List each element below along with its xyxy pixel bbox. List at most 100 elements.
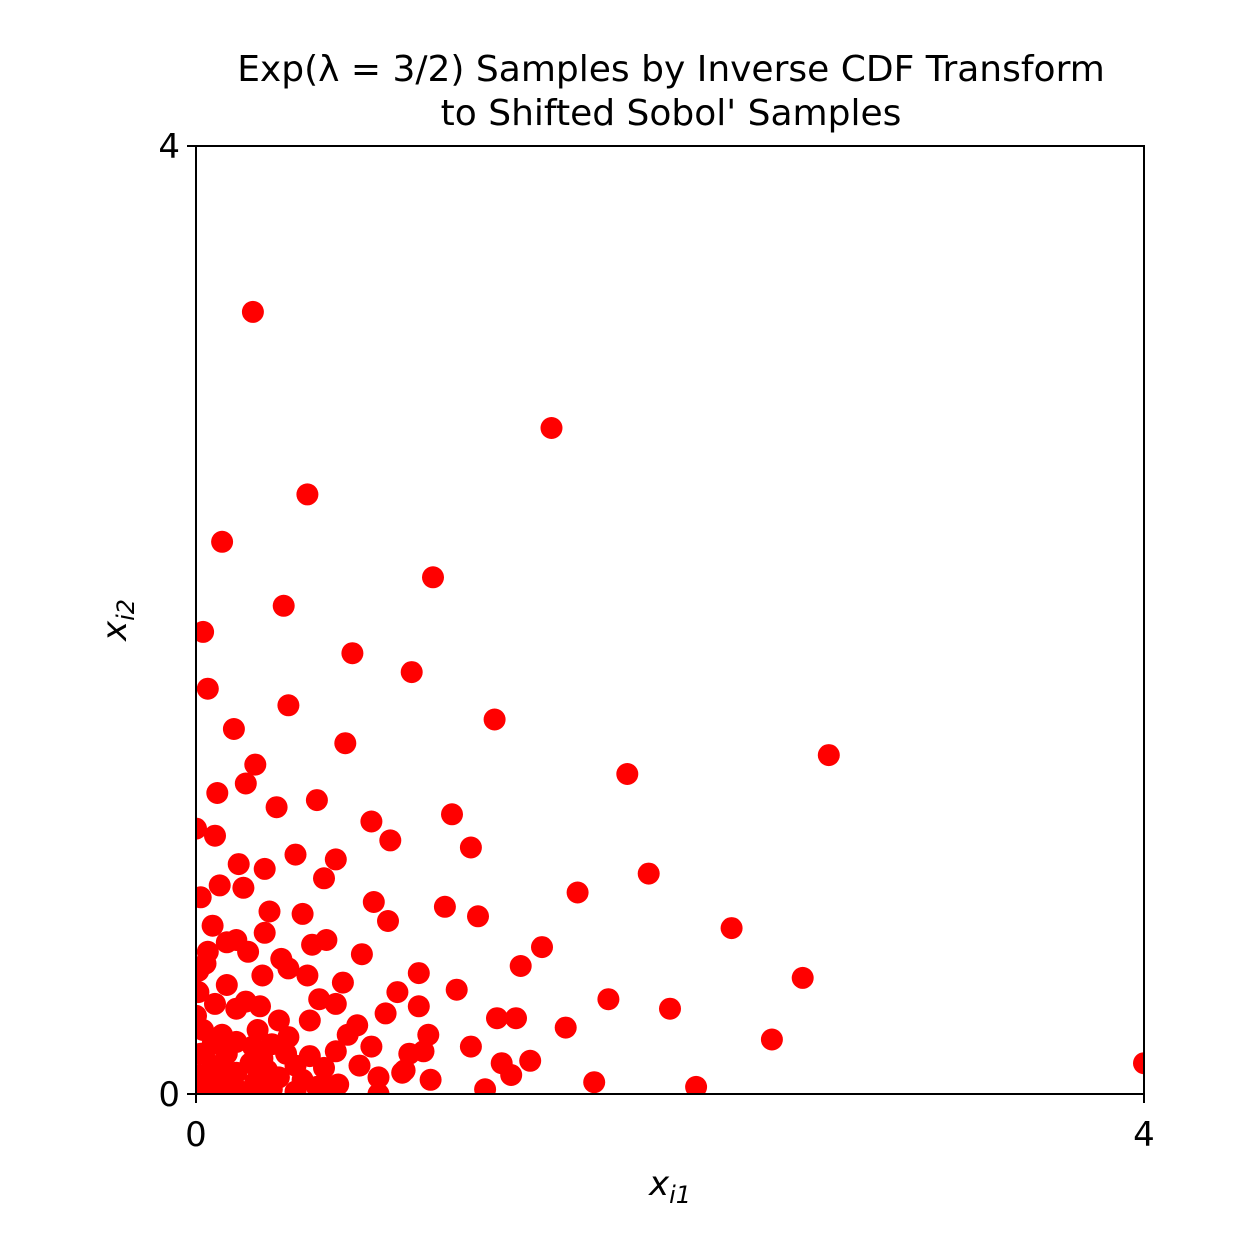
data-point-40	[291, 902, 314, 925]
data-point-107	[412, 1040, 435, 1063]
data-point-52	[350, 943, 373, 966]
data-point-71	[249, 995, 271, 1018]
data-point-133	[685, 1075, 708, 1094]
data-point-34	[232, 876, 255, 899]
data-point-30	[253, 857, 276, 880]
data-point-98	[324, 1040, 347, 1063]
data-point-39	[258, 900, 281, 923]
data-point-83	[374, 1002, 397, 1025]
data-point-35	[637, 862, 660, 885]
data-point-43	[201, 914, 224, 937]
data-point-51	[237, 940, 260, 963]
data-point-138	[367, 1083, 390, 1094]
points-layer	[196, 300, 1144, 1094]
data-point-111	[500, 1064, 523, 1086]
data-point-42	[377, 910, 399, 932]
data-point-25	[379, 829, 402, 852]
ticks-layer: 0 4 0 4	[158, 127, 1154, 1155]
data-point-87	[277, 1026, 300, 1049]
data-point-15	[244, 753, 267, 776]
data-point-81	[298, 1009, 321, 1032]
data-point-48	[315, 929, 338, 951]
data-point-28	[324, 848, 347, 871]
y-axis-label-subscript: i2	[112, 599, 140, 621]
data-point-63	[331, 971, 354, 994]
data-point-57	[196, 959, 210, 982]
data-point-5	[272, 594, 295, 617]
x-tick-label-1: 4	[1133, 1115, 1155, 1155]
plot-frame	[195, 145, 1145, 1095]
data-point-131	[474, 1078, 497, 1094]
data-point-1	[540, 417, 563, 439]
data-point-139	[196, 1080, 215, 1094]
data-point-115	[313, 1056, 335, 1079]
data-point-90	[417, 1023, 440, 1046]
data-point-88	[336, 1023, 359, 1046]
y-tick-label-0: 0	[158, 1075, 180, 1115]
data-point-26	[459, 836, 482, 859]
data-point-44	[253, 921, 276, 944]
data-point-136	[284, 1080, 307, 1094]
data-point-141	[249, 1083, 271, 1094]
data-point-31	[313, 867, 335, 890]
y-axis-label: xi2	[95, 599, 140, 642]
data-point-134	[1133, 1052, 1144, 1075]
chart-title-line2: to Shifted Sobol' Samples	[441, 93, 902, 134]
data-point-9	[196, 677, 219, 700]
data-point-7	[341, 642, 364, 665]
data-point-126	[196, 1064, 210, 1086]
data-point-77	[659, 997, 681, 1020]
data-point-132	[583, 1071, 606, 1094]
data-point-86	[246, 1019, 269, 1041]
data-point-55	[277, 957, 300, 980]
data-point-53	[531, 936, 553, 959]
data-point-2	[296, 483, 319, 506]
data-point-32	[196, 886, 212, 909]
data-point-74	[204, 992, 226, 1015]
data-point-62	[215, 974, 238, 996]
chart-title-line1: Exp(λ = 3/2) Samples by Inverse CDF Tran…	[237, 49, 1105, 90]
data-point-125	[419, 1068, 442, 1091]
data-point-6	[196, 620, 215, 643]
data-point-100	[459, 1035, 482, 1058]
data-point-17	[616, 763, 639, 785]
data-point-8	[400, 661, 423, 684]
data-point-105	[348, 1054, 371, 1077]
data-point-95	[760, 1028, 783, 1051]
data-point-89	[360, 1035, 383, 1058]
data-point-135	[230, 1080, 252, 1094]
data-point-38	[433, 895, 456, 918]
data-point-45	[720, 917, 743, 940]
data-point-37	[362, 891, 385, 913]
y-tick-label-1: 4	[158, 127, 180, 167]
data-point-11	[483, 708, 506, 731]
data-point-137	[317, 1075, 340, 1094]
data-point-58	[407, 962, 430, 985]
data-point-13	[334, 732, 357, 755]
data-point-76	[324, 992, 347, 1015]
data-point-16	[234, 772, 257, 795]
data-point-36	[566, 881, 589, 904]
data-point-67	[791, 966, 814, 989]
data-point-118	[391, 1061, 414, 1084]
data-point-23	[441, 803, 463, 826]
data-point-140	[211, 1083, 234, 1094]
data-point-27	[284, 843, 307, 866]
data-point-68	[597, 988, 620, 1011]
data-point-75	[225, 997, 248, 1020]
data-point-20	[305, 789, 328, 812]
data-point-29	[227, 853, 250, 876]
data-point-59	[509, 955, 532, 977]
data-point-0	[241, 300, 264, 323]
x-tick-label-0: 0	[185, 1115, 207, 1155]
data-point-78	[505, 1007, 527, 1030]
data-point-80	[267, 1009, 290, 1032]
data-point-49	[215, 931, 238, 954]
data-point-24	[196, 817, 207, 840]
data-point-70	[308, 988, 331, 1011]
data-point-64	[386, 981, 409, 1004]
data-point-21	[204, 824, 226, 847]
data-point-72	[486, 1007, 508, 1030]
data-point-112	[519, 1049, 542, 1072]
x-axis-label-subscript: i1	[669, 1181, 691, 1209]
